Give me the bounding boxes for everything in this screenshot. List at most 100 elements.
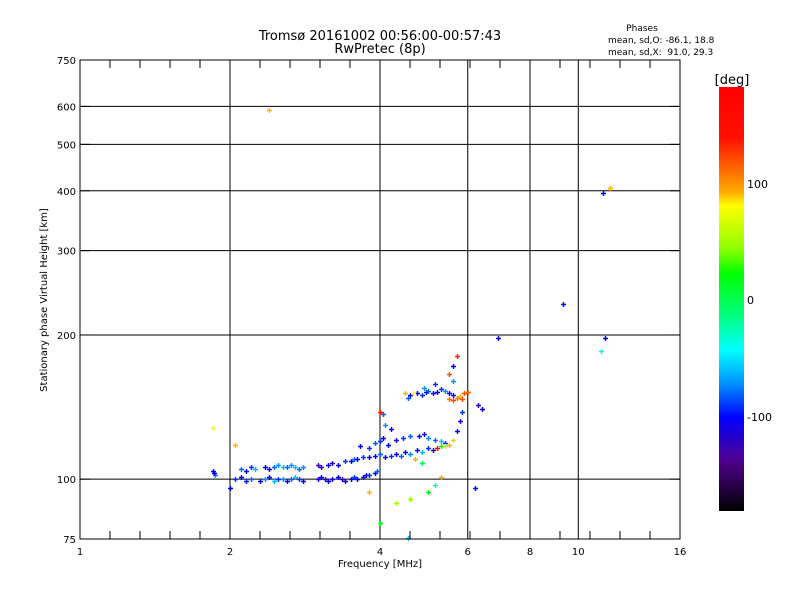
data-point <box>349 459 354 464</box>
data-point <box>326 479 331 484</box>
data-point <box>336 463 341 468</box>
data-point <box>435 390 440 395</box>
data-point <box>343 459 348 464</box>
x-tick-label: 8 <box>527 547 533 558</box>
data-point <box>431 448 436 453</box>
x-tick-label: 10 <box>572 547 585 558</box>
data-point <box>323 477 328 482</box>
data-point <box>403 450 408 455</box>
data-point <box>389 427 394 432</box>
x-tick-label: 1 <box>77 547 83 558</box>
data-point <box>439 439 444 444</box>
data-point <box>420 393 425 398</box>
data-point <box>244 469 249 474</box>
data-point <box>408 497 413 502</box>
chart-subtitle: RwPretec (8p) <box>334 42 425 57</box>
data-point <box>319 475 324 480</box>
data-point <box>233 443 238 448</box>
data-point <box>228 486 233 491</box>
data-point <box>426 490 431 495</box>
data-point <box>367 455 372 460</box>
data-point <box>378 410 383 415</box>
y-tick-label: 100 <box>57 475 76 486</box>
data-point <box>408 434 413 439</box>
data-point <box>439 475 444 480</box>
colorbar <box>719 87 744 511</box>
data-point <box>435 446 440 451</box>
data-point <box>473 486 478 491</box>
grid-lines <box>80 60 680 539</box>
stats-header: Phases <box>626 24 658 34</box>
data-point <box>439 387 444 392</box>
data-point <box>373 454 378 459</box>
data-point <box>447 391 452 396</box>
data-point <box>426 436 431 441</box>
data-point <box>403 391 408 396</box>
y-tick-label: 750 <box>57 56 76 67</box>
data-point <box>285 465 290 470</box>
data-point <box>422 432 427 437</box>
data-point <box>233 477 238 482</box>
data-point <box>355 457 360 462</box>
data-point <box>451 379 456 384</box>
data-point <box>601 191 606 196</box>
data-point <box>378 439 383 444</box>
data-point <box>451 398 456 403</box>
data-point <box>267 475 272 480</box>
data-point <box>378 452 383 457</box>
data-point <box>373 441 378 446</box>
data-point <box>361 475 366 480</box>
data-point <box>599 349 604 354</box>
data-point <box>267 467 272 472</box>
data-point <box>358 444 363 449</box>
data-point <box>272 465 277 470</box>
data-point <box>297 477 302 482</box>
colorbar-tick-minus-100: -100 <box>747 411 772 424</box>
data-point <box>431 391 436 396</box>
data-point <box>301 479 306 484</box>
data-point <box>249 477 254 482</box>
data-point <box>289 463 294 468</box>
data-point <box>285 479 290 484</box>
data-point <box>462 391 467 396</box>
data-point <box>451 393 456 398</box>
y-tick-label: 200 <box>57 331 76 342</box>
data-point <box>408 452 413 457</box>
data-point <box>411 391 416 396</box>
data-point <box>239 467 244 472</box>
data-point <box>455 396 460 401</box>
data-point <box>401 436 406 441</box>
data-point <box>212 471 217 476</box>
data-point <box>394 452 399 457</box>
data-point <box>480 407 485 412</box>
data-point <box>211 426 216 431</box>
data-point <box>355 477 360 482</box>
data-point <box>443 444 448 449</box>
colorbar-label: [deg] <box>715 73 750 88</box>
data-point <box>276 463 281 468</box>
data-point <box>378 521 383 526</box>
data-point <box>293 465 298 470</box>
chart-title: Tromsø 20161002 00:56:00-00:57:43 <box>258 29 501 44</box>
x-tick-label: 16 <box>674 547 687 558</box>
data-point <box>433 483 438 488</box>
data-point <box>420 450 425 455</box>
data-point <box>447 397 452 402</box>
data-point <box>297 467 302 472</box>
data-point <box>239 475 244 480</box>
data-point <box>451 364 456 369</box>
data-point <box>343 479 348 484</box>
y-tick-label: 400 <box>57 187 76 198</box>
data-point <box>319 465 324 470</box>
data-point <box>330 477 335 482</box>
data-point <box>352 475 357 480</box>
data-point <box>389 454 394 459</box>
data-point <box>316 477 321 482</box>
data-point <box>375 469 380 474</box>
data-point <box>326 463 331 468</box>
data-point <box>447 372 452 377</box>
colorbar-tick-100: 100 <box>747 178 768 191</box>
data-point <box>426 446 431 451</box>
data-point <box>367 473 372 478</box>
